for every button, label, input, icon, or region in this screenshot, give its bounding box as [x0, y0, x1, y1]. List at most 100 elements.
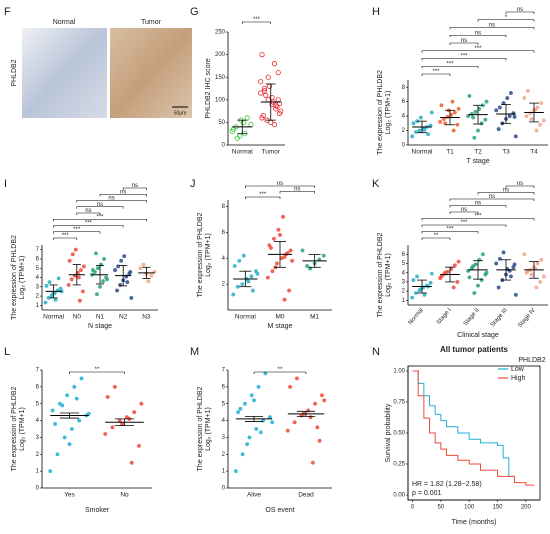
- data-point: [455, 122, 460, 127]
- x-axis-label: N stage: [88, 323, 112, 330]
- data-point: [235, 284, 240, 289]
- panel-letter: J: [190, 178, 196, 190]
- y-tick-label: 0: [222, 143, 226, 149]
- data-point: [534, 128, 539, 133]
- x-tick-label: No: [120, 492, 129, 499]
- y-tick-label: 50: [218, 120, 225, 126]
- data-point: [254, 427, 259, 431]
- y-tick-label: 6: [222, 230, 226, 236]
- x-tick-label: N2: [119, 314, 128, 321]
- data-point: [81, 264, 86, 269]
- significance-label: ***: [96, 214, 104, 220]
- data-point: [110, 425, 115, 430]
- y-tick-label: 7: [36, 247, 40, 253]
- y-tick-label: 1: [36, 469, 40, 475]
- bracket: [53, 218, 147, 222]
- data-point: [270, 269, 275, 274]
- data-point: [271, 122, 278, 128]
- data-point: [513, 292, 518, 297]
- y-tick-label: 0.00: [393, 493, 405, 499]
- significance-label: ***: [259, 192, 267, 198]
- bracket: [421, 65, 479, 69]
- data-point: [410, 295, 415, 300]
- y-tick-label: 4: [402, 270, 406, 276]
- data-point: [95, 292, 99, 297]
- y-tick-label: 200: [215, 52, 226, 58]
- data-point: [313, 401, 318, 406]
- y-tick-label: 8: [222, 204, 226, 210]
- data-point: [112, 384, 117, 389]
- y-tick-label: 6: [402, 99, 406, 105]
- y-tick-label: 5: [222, 401, 226, 407]
- data-point: [472, 135, 477, 140]
- significance-label: **: [278, 367, 283, 373]
- significance-label: ***: [460, 220, 468, 226]
- data-point: [476, 283, 480, 288]
- data-point: [522, 252, 527, 257]
- data-point: [484, 99, 489, 104]
- data-point: [443, 270, 448, 275]
- y-tick-label: 1: [402, 298, 406, 304]
- data-point: [426, 132, 431, 137]
- significance-label: ***: [62, 233, 70, 239]
- data-point: [96, 266, 100, 271]
- data-point: [413, 130, 418, 134]
- y-axis-label: Log₂ (TPM+1): [19, 407, 26, 451]
- y-tick-label: 2: [36, 294, 40, 300]
- data-point: [265, 275, 270, 280]
- data-point: [322, 398, 327, 403]
- significance-label: ns: [97, 202, 103, 208]
- x-tick-label: 200: [521, 505, 532, 511]
- x-tick-label: 50: [438, 505, 445, 511]
- data-point: [261, 85, 268, 92]
- data-point: [418, 115, 423, 120]
- data-point: [245, 442, 250, 447]
- significance-label: ns: [108, 196, 114, 202]
- data-point: [263, 92, 269, 98]
- data-point: [73, 247, 78, 252]
- significance-label: ***: [446, 61, 454, 67]
- data-point: [429, 110, 434, 115]
- x-tick-label: Alive: [247, 492, 261, 499]
- y-tick-label: 0: [402, 143, 406, 149]
- data-point: [467, 275, 472, 280]
- panel-letter: K: [372, 178, 380, 190]
- data-point: [317, 438, 322, 443]
- data-point: [53, 297, 58, 302]
- x-axis-label: T stage: [466, 158, 489, 165]
- bracket: [99, 193, 147, 197]
- y-axis-label: The expression of PHLDB2: [377, 70, 384, 155]
- x-tick-label: Tumor: [261, 149, 280, 156]
- data-point: [129, 295, 134, 300]
- data-point: [44, 283, 49, 288]
- bracket: [477, 192, 535, 195]
- data-point: [70, 252, 75, 257]
- y-axis-label: The expression of PHLDB2: [197, 212, 204, 297]
- data-point: [452, 110, 457, 115]
- data-point: [259, 51, 265, 58]
- data-point: [535, 105, 540, 110]
- bracket: [477, 19, 535, 22]
- data-point: [268, 245, 273, 250]
- data-point: [288, 384, 293, 389]
- y-axis-label: Log₂ (TPM+1): [205, 233, 212, 277]
- data-point: [529, 117, 534, 121]
- data-point: [149, 273, 154, 278]
- bracket: [69, 371, 125, 374]
- y-tick-label: 3: [222, 435, 226, 441]
- data-point: [234, 135, 240, 141]
- y-tick-label: 1: [36, 303, 40, 309]
- bracket: [245, 185, 315, 188]
- data-point: [439, 274, 444, 279]
- data-point: [467, 93, 472, 98]
- significance-label: ns: [489, 23, 495, 29]
- data-point: [534, 285, 539, 290]
- data-point: [139, 401, 144, 406]
- image-label: Tumor: [141, 19, 162, 26]
- data-point: [505, 96, 510, 101]
- data-point: [115, 288, 120, 293]
- bracket: [449, 27, 535, 30]
- significance-label: ns: [461, 38, 467, 44]
- data-point: [287, 288, 292, 293]
- y-axis-label: Log₂ (TPM+1): [385, 91, 392, 135]
